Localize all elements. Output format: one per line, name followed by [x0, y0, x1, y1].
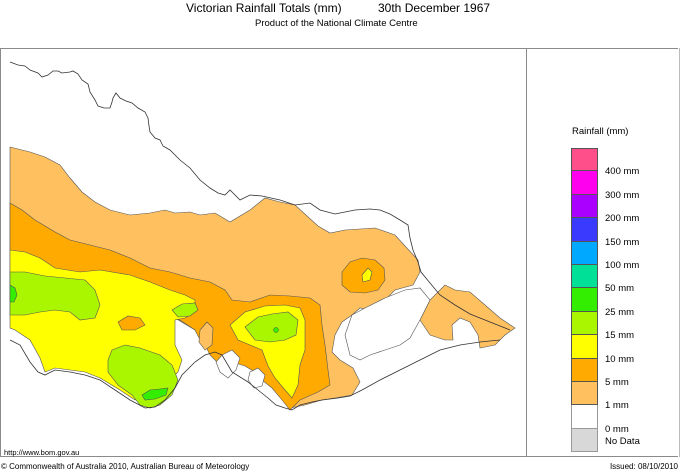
map-panel — [0, 48, 527, 457]
legend-swatch — [571, 218, 598, 242]
legend-swatch — [571, 428, 598, 453]
legend-label: 15 mm — [605, 330, 635, 342]
legend-label: 10 mm — [605, 353, 635, 365]
outer-frame — [0, 48, 678, 457]
rainfall-zone-10mm-alpine — [361, 267, 373, 283]
rainfall-zone-1mm-east — [419, 284, 516, 349]
legend-swatch — [571, 288, 598, 312]
western-port-bay — [247, 367, 266, 389]
legend-swatch — [571, 405, 598, 429]
issued-date: Issued: 08/10/2010 — [609, 462, 678, 471]
map-subtitle: Product of the National Climate Centre — [255, 18, 418, 29]
port-phillip-bay — [215, 349, 241, 379]
rainfall-zone-1mm-patch — [198, 321, 214, 351]
legend-label: 1 mm — [605, 400, 629, 412]
legend-label: 100 mm — [605, 260, 640, 271]
legend-swatch — [571, 381, 598, 406]
legend-label: 200 mm — [605, 213, 640, 225]
legend-swatch — [571, 194, 598, 219]
legend-swatch — [571, 311, 598, 336]
rainfall-zone-15mm — [9, 271, 101, 321]
rainfall-zone-15mm-patch — [171, 302, 199, 318]
rainfall-zone-25mm-west — [9, 284, 18, 303]
legend-title: Rainfall (mm) — [572, 126, 629, 137]
legend-label: 25 mm — [605, 306, 635, 318]
legend-swatch — [571, 148, 598, 172]
legend-swatch — [571, 358, 598, 382]
rainfall-zone-5mm-patch — [117, 315, 146, 331]
legend-swatch — [571, 335, 598, 359]
rainfall-map — [9, 61, 516, 411]
coastline — [9, 339, 501, 411]
legend-label: 400 mm — [605, 166, 640, 178]
legend-swatch — [571, 264, 598, 289]
rainfall-zone-15mm-central — [244, 311, 299, 343]
legend-swatch — [571, 171, 598, 195]
legend-label: 150 mm — [605, 236, 640, 248]
bom-url-link[interactable]: http://www.bom.gov.au — [4, 448, 80, 457]
legend-color-bar — [571, 148, 598, 453]
rainfall-zone-0mm-east — [344, 287, 431, 361]
map-title: Victorian Rainfall Totals (mm) — [186, 1, 342, 15]
legend-label: 50 mm — [605, 283, 635, 295]
legend-label: No Data — [605, 435, 640, 447]
legend-label: 0 mm — [605, 423, 629, 435]
legend-swatch — [571, 241, 598, 265]
rainfall-zone-25mm-central — [273, 327, 279, 333]
rainfall-zone-25mm-south — [141, 387, 169, 401]
legend-label: 300 mm — [605, 189, 640, 201]
map-date: 30th December 1967 — [378, 1, 491, 15]
copyright-text: © Commonwealth of Australia 2010, Austra… — [1, 462, 250, 471]
legend-label: 5 mm — [605, 377, 629, 388]
state-border — [9, 61, 511, 331]
